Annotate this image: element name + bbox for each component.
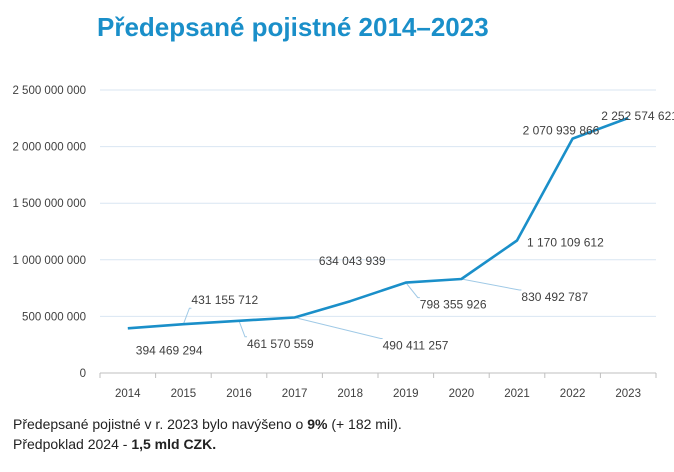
series-line: [127, 116, 629, 330]
grid-lines: [100, 89, 656, 317]
series-line: [127, 116, 629, 330]
y-tick-label: 2 000 000 000: [12, 142, 86, 154]
x-tick-label: 2019: [393, 388, 419, 400]
x-axis-tick-labels: 2014 2015 2016 2017 2018 2019 2020 2021 2022 2023: [115, 388, 641, 400]
x-tick-label: 2023: [615, 388, 641, 400]
data-label: 461 570 559: [247, 337, 314, 351]
data-label-leader: [182, 307, 192, 325]
data-labels: 394 469 294 431 155 712 461 570 559 490 411…: [136, 109, 674, 357]
y-tick-label: 1 500 000 000: [12, 198, 86, 210]
note-1-prefix: Předepsané pojistné v r. 2023 bylo navýš…: [13, 416, 308, 432]
axes: [99, 372, 657, 378]
y-tick-label: 500 000 000: [22, 311, 86, 323]
data-label: 830 492 787: [521, 290, 588, 304]
data-label-leader: [294, 317, 383, 339]
data-label: 431 155 712: [191, 293, 258, 307]
x-tick-label: 2021: [504, 388, 530, 400]
data-label: 490 411 257: [383, 338, 449, 352]
note-line-2: Předpoklad 2024 - 1,5 mld CZK.: [13, 434, 402, 454]
note-line-1: Předepsané pojistné v r. 2023 bylo navýš…: [13, 414, 402, 434]
label-leader-lines: [182, 278, 522, 339]
data-label: 634 043 939: [319, 254, 386, 268]
note-2-prefix: Předpoklad 2024 -: [13, 436, 132, 452]
y-tick-label: 0: [80, 368, 86, 380]
data-label: 798 355 926: [420, 298, 487, 312]
note-1-bold: 9%: [307, 416, 328, 432]
x-tick-label: 2022: [560, 388, 586, 400]
y-tick-label: 1 000 000 000: [12, 255, 86, 267]
data-label: 2 252 574 621: [601, 109, 674, 123]
x-tick-label: 2017: [282, 388, 308, 400]
y-axis-tick-labels: 0 500 000 000 1 000 000 000 1 500 000 000 2 …: [12, 85, 86, 380]
notes: Předepsané pojistné v r. 2023 bylo navýš…: [13, 414, 402, 454]
line-chart: 0 500 000 000 1 000 000 000 1 500 000 000 2 …: [12, 85, 674, 400]
x-tick-label: 2015: [171, 388, 197, 400]
y-tick-label: 2 500 000 000: [12, 85, 86, 97]
data-label-leader: [405, 282, 420, 299]
data-label-leader: [238, 320, 247, 338]
data-label: 394 469 294: [136, 343, 203, 357]
x-tick-label: 2020: [449, 388, 475, 400]
data-label-leader: [461, 278, 522, 291]
x-tick-label: 2016: [226, 388, 252, 400]
note-2-bold: 1,5 mld CZK.: [131, 436, 217, 452]
x-tick-label: 2018: [337, 388, 363, 400]
x-tick-label: 2014: [115, 388, 141, 400]
data-label: 1 170 109 612: [527, 236, 604, 250]
data-label: 2 070 939 866: [523, 124, 600, 138]
note-1-suffix: (+ 182 mil).: [327, 416, 402, 432]
chart-title: Předepsané pojistné 2014–2023: [97, 12, 489, 42]
